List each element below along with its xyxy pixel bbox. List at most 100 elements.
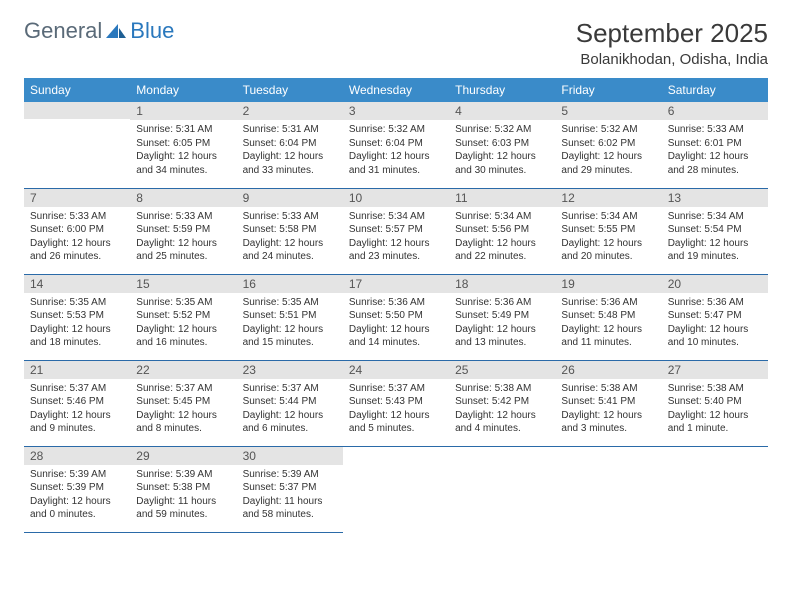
sunset-line: Sunset: 5:46 PM — [30, 395, 124, 409]
day-details: Sunrise: 5:36 AMSunset: 5:48 PMDaylight:… — [555, 293, 661, 355]
sunrise-line: Sunrise: 5:34 AM — [349, 210, 443, 224]
sunset-line: Sunset: 5:52 PM — [136, 309, 230, 323]
daylight-line: Daylight: 12 hours and 0 minutes. — [30, 495, 124, 522]
day-details: Sunrise: 5:34 AMSunset: 5:54 PMDaylight:… — [662, 207, 768, 269]
day-number: 12 — [555, 189, 661, 207]
day-number: 24 — [343, 361, 449, 379]
sunrise-line: Sunrise: 5:34 AM — [561, 210, 655, 224]
location-text: Bolanikhodan, Odisha, India — [576, 51, 768, 68]
calendar-cell: 29Sunrise: 5:39 AMSunset: 5:38 PMDayligh… — [130, 446, 236, 532]
sunset-line: Sunset: 5:39 PM — [30, 481, 124, 495]
sail-icon — [104, 22, 128, 40]
day-number: 16 — [237, 275, 343, 293]
sunset-line: Sunset: 5:42 PM — [455, 395, 549, 409]
day-details: Sunrise: 5:36 AMSunset: 5:49 PMDaylight:… — [449, 293, 555, 355]
daylight-line: Daylight: 11 hours and 59 minutes. — [136, 495, 230, 522]
day-number: 22 — [130, 361, 236, 379]
sunrise-line: Sunrise: 5:33 AM — [30, 210, 124, 224]
daylight-line: Daylight: 11 hours and 58 minutes. — [243, 495, 337, 522]
weekday-header: Saturday — [662, 78, 768, 102]
sunset-line: Sunset: 6:04 PM — [349, 137, 443, 151]
day-details: Sunrise: 5:33 AMSunset: 6:00 PMDaylight:… — [24, 207, 130, 269]
daylight-line: Daylight: 12 hours and 5 minutes. — [349, 409, 443, 436]
daylight-line: Daylight: 12 hours and 26 minutes. — [30, 237, 124, 264]
day-number: 27 — [662, 361, 768, 379]
sunset-line: Sunset: 5:49 PM — [455, 309, 549, 323]
daylight-line: Daylight: 12 hours and 29 minutes. — [561, 150, 655, 177]
day-number: 30 — [237, 447, 343, 465]
month-title: September 2025 — [576, 18, 768, 49]
calendar-cell: 13Sunrise: 5:34 AMSunset: 5:54 PMDayligh… — [662, 188, 768, 274]
daylight-line: Daylight: 12 hours and 18 minutes. — [30, 323, 124, 350]
calendar-cell: 4Sunrise: 5:32 AMSunset: 6:03 PMDaylight… — [449, 102, 555, 188]
calendar-row: 21Sunrise: 5:37 AMSunset: 5:46 PMDayligh… — [24, 360, 768, 446]
daylight-line: Daylight: 12 hours and 15 minutes. — [243, 323, 337, 350]
day-details: Sunrise: 5:34 AMSunset: 5:55 PMDaylight:… — [555, 207, 661, 269]
sunset-line: Sunset: 5:50 PM — [349, 309, 443, 323]
daylight-line: Daylight: 12 hours and 22 minutes. — [455, 237, 549, 264]
sunrise-line: Sunrise: 5:35 AM — [136, 296, 230, 310]
weekday-header: Tuesday — [237, 78, 343, 102]
sunset-line: Sunset: 5:58 PM — [243, 223, 337, 237]
sunrise-line: Sunrise: 5:34 AM — [455, 210, 549, 224]
daylight-line: Daylight: 12 hours and 24 minutes. — [243, 237, 337, 264]
calendar-row: 14Sunrise: 5:35 AMSunset: 5:53 PMDayligh… — [24, 274, 768, 360]
day-number: 3 — [343, 102, 449, 120]
calendar-cell — [555, 446, 661, 532]
daylight-line: Daylight: 12 hours and 4 minutes. — [455, 409, 549, 436]
calendar-cell: 11Sunrise: 5:34 AMSunset: 5:56 PMDayligh… — [449, 188, 555, 274]
calendar-cell: 20Sunrise: 5:36 AMSunset: 5:47 PMDayligh… — [662, 274, 768, 360]
sunrise-line: Sunrise: 5:36 AM — [561, 296, 655, 310]
daylight-line: Daylight: 12 hours and 9 minutes. — [30, 409, 124, 436]
daylight-line: Daylight: 12 hours and 31 minutes. — [349, 150, 443, 177]
sunrise-line: Sunrise: 5:38 AM — [668, 382, 762, 396]
sunrise-line: Sunrise: 5:37 AM — [30, 382, 124, 396]
calendar-cell: 7Sunrise: 5:33 AMSunset: 6:00 PMDaylight… — [24, 188, 130, 274]
sunset-line: Sunset: 5:59 PM — [136, 223, 230, 237]
sunset-line: Sunset: 6:02 PM — [561, 137, 655, 151]
sunset-line: Sunset: 5:43 PM — [349, 395, 443, 409]
day-details: Sunrise: 5:35 AMSunset: 5:52 PMDaylight:… — [130, 293, 236, 355]
calendar-cell: 10Sunrise: 5:34 AMSunset: 5:57 PMDayligh… — [343, 188, 449, 274]
day-details: Sunrise: 5:38 AMSunset: 5:41 PMDaylight:… — [555, 379, 661, 441]
sunrise-line: Sunrise: 5:39 AM — [243, 468, 337, 482]
calendar-cell: 27Sunrise: 5:38 AMSunset: 5:40 PMDayligh… — [662, 360, 768, 446]
day-number: 13 — [662, 189, 768, 207]
sunrise-line: Sunrise: 5:38 AM — [561, 382, 655, 396]
title-block: September 2025 Bolanikhodan, Odisha, Ind… — [576, 18, 768, 68]
calendar-cell: 19Sunrise: 5:36 AMSunset: 5:48 PMDayligh… — [555, 274, 661, 360]
sunrise-line: Sunrise: 5:32 AM — [455, 123, 549, 137]
day-number: 6 — [662, 102, 768, 120]
sunrise-line: Sunrise: 5:35 AM — [243, 296, 337, 310]
day-details: Sunrise: 5:39 AMSunset: 5:37 PMDaylight:… — [237, 465, 343, 527]
sunrise-line: Sunrise: 5:39 AM — [136, 468, 230, 482]
sunset-line: Sunset: 5:41 PM — [561, 395, 655, 409]
calendar-table: SundayMondayTuesdayWednesdayThursdayFrid… — [24, 78, 768, 533]
brand-part2: Blue — [130, 18, 174, 44]
sunset-line: Sunset: 5:56 PM — [455, 223, 549, 237]
day-number: 2 — [237, 102, 343, 120]
sunrise-line: Sunrise: 5:33 AM — [668, 123, 762, 137]
day-details: Sunrise: 5:37 AMSunset: 5:45 PMDaylight:… — [130, 379, 236, 441]
sunrise-line: Sunrise: 5:37 AM — [349, 382, 443, 396]
day-details: Sunrise: 5:35 AMSunset: 5:51 PMDaylight:… — [237, 293, 343, 355]
sunrise-line: Sunrise: 5:31 AM — [136, 123, 230, 137]
day-details: Sunrise: 5:34 AMSunset: 5:57 PMDaylight:… — [343, 207, 449, 269]
sunrise-line: Sunrise: 5:37 AM — [136, 382, 230, 396]
day-number-empty — [24, 102, 130, 119]
day-number: 8 — [130, 189, 236, 207]
calendar-cell: 30Sunrise: 5:39 AMSunset: 5:37 PMDayligh… — [237, 446, 343, 532]
weekday-header: Friday — [555, 78, 661, 102]
sunrise-line: Sunrise: 5:37 AM — [243, 382, 337, 396]
calendar-cell — [662, 446, 768, 532]
day-details: Sunrise: 5:34 AMSunset: 5:56 PMDaylight:… — [449, 207, 555, 269]
sunset-line: Sunset: 6:01 PM — [668, 137, 762, 151]
weekday-header: Sunday — [24, 78, 130, 102]
daylight-line: Daylight: 12 hours and 8 minutes. — [136, 409, 230, 436]
day-number: 20 — [662, 275, 768, 293]
sunset-line: Sunset: 5:47 PM — [668, 309, 762, 323]
calendar-cell: 25Sunrise: 5:38 AMSunset: 5:42 PMDayligh… — [449, 360, 555, 446]
sunrise-line: Sunrise: 5:36 AM — [455, 296, 549, 310]
calendar-cell: 6Sunrise: 5:33 AMSunset: 6:01 PMDaylight… — [662, 102, 768, 188]
calendar-cell — [449, 446, 555, 532]
